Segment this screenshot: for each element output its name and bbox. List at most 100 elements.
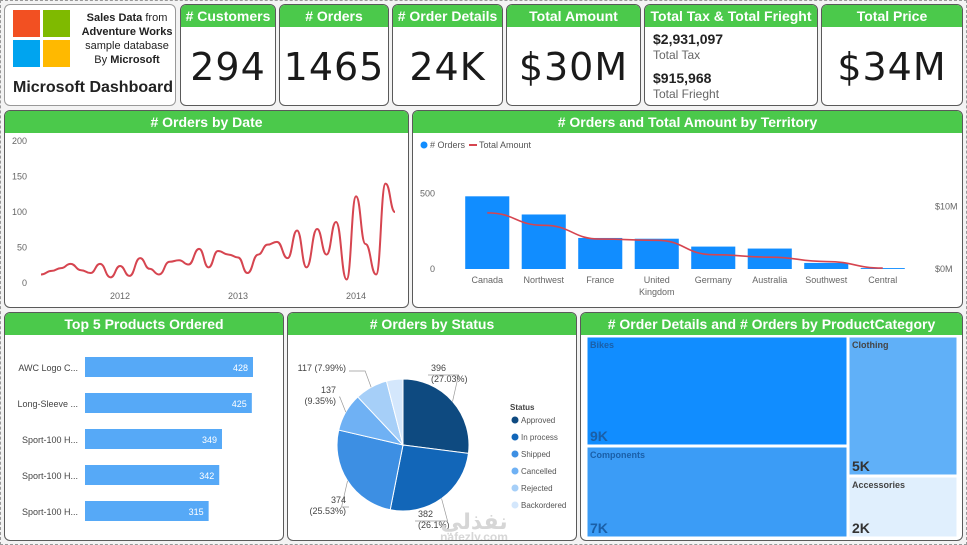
- orders-territory-card[interactable]: # Orders and Total Amount by Territory #…: [412, 110, 963, 308]
- line-point[interactable]: [99, 262, 102, 265]
- kpi-tax-freight-card[interactable]: Total Tax & Total Frieght $2,931,097 Tot…: [644, 4, 818, 106]
- line-point[interactable]: [364, 242, 367, 245]
- y-tick-label: 100: [12, 207, 27, 217]
- line-point[interactable]: [394, 211, 397, 214]
- total-amount-line[interactable]: [487, 212, 883, 269]
- total-freight-value: $915,968: [653, 70, 712, 86]
- category-treemap-chart[interactable]: Bikes 9K Components 7K Clothing 5K Accessories…: [581, 335, 962, 540]
- kpi-total-price-label: Total Price: [822, 5, 962, 27]
- status-legend-label[interactable]: Shipped: [521, 450, 550, 459]
- line-point[interactable]: [286, 257, 289, 260]
- territory-orders-bar[interactable]: [747, 248, 792, 269]
- status-legend-label[interactable]: Backordered: [521, 501, 566, 510]
- line-point[interactable]: [119, 264, 122, 267]
- category-treemap-title: # Order Details and # Orders by ProductC…: [581, 313, 962, 335]
- line-point[interactable]: [246, 272, 249, 275]
- product-bar[interactable]: [85, 357, 253, 377]
- status-legend-label[interactable]: Cancelled: [521, 467, 557, 476]
- treemap-value-label: 2K: [852, 520, 870, 536]
- territory-orders-bar[interactable]: [465, 196, 510, 269]
- product-bar[interactable]: [85, 501, 209, 521]
- line-point[interactable]: [207, 266, 210, 269]
- status-legend-label[interactable]: Approved: [521, 416, 555, 425]
- line-point[interactable]: [40, 273, 43, 276]
- orders-by-date-chart[interactable]: 0 50 100 150 200 2012 2013 2014: [5, 133, 408, 307]
- treemap-cell[interactable]: [848, 476, 958, 538]
- product-bar[interactable]: [85, 429, 222, 449]
- y-tick-label: 50: [17, 243, 27, 253]
- line-point[interactable]: [355, 195, 358, 198]
- status-pie-slice[interactable]: [336, 429, 404, 511]
- line-point[interactable]: [345, 278, 348, 281]
- kpi-order-details-card[interactable]: # Order Details 24K: [392, 4, 503, 106]
- line-point[interactable]: [148, 267, 151, 270]
- line-point[interactable]: [227, 253, 230, 256]
- orders-status-card[interactable]: # Orders by Status 396 (27.03%) 382 (26.1%)…: [287, 312, 577, 541]
- kpi-customers-label: # Customers: [181, 5, 275, 27]
- line-point[interactable]: [139, 257, 142, 260]
- treemap-cell[interactable]: [586, 446, 848, 538]
- line-point[interactable]: [335, 220, 338, 223]
- line-point[interactable]: [50, 269, 53, 272]
- line-point[interactable]: [187, 263, 190, 266]
- line-point[interactable]: [375, 273, 378, 276]
- status-pie-slice[interactable]: [389, 444, 470, 512]
- line-point[interactable]: [237, 256, 240, 259]
- territory-orders-bar[interactable]: [578, 237, 623, 269]
- territory-orders-bar[interactable]: [521, 214, 566, 269]
- line-point[interactable]: [178, 259, 181, 262]
- kpi-total-amount-card[interactable]: Total Amount $30M: [506, 4, 641, 106]
- line-point[interactable]: [198, 247, 201, 250]
- line-point[interactable]: [89, 272, 92, 275]
- line-point[interactable]: [276, 240, 279, 243]
- product-bar[interactable]: [85, 393, 252, 413]
- line-point[interactable]: [217, 250, 220, 253]
- product-bar[interactable]: [85, 465, 220, 485]
- territory-category-label: Kingdom: [639, 287, 675, 297]
- category-treemap-card[interactable]: # Order Details and # Orders by ProductC…: [580, 312, 963, 541]
- status-pie-slice[interactable]: [385, 378, 404, 446]
- status-pie-slice[interactable]: [402, 378, 470, 454]
- line-point[interactable]: [316, 228, 319, 231]
- line-point[interactable]: [60, 267, 63, 270]
- line-point[interactable]: [325, 253, 328, 256]
- kpi-tax-freight-label: Total Tax & Total Frieght: [645, 5, 817, 27]
- orders-territory-chart[interactable]: # Orders Total Amount 0 500 $0M $10M Canada Nor…: [413, 133, 962, 307]
- top5-products-chart[interactable]: AWC Logo C... 428 Long-Sleeve ... 425 Sport-…: [5, 335, 283, 540]
- treemap-cell[interactable]: [586, 336, 848, 446]
- kpi-orders-card[interactable]: # Orders 1465: [279, 4, 389, 106]
- territory-category-label: Germany: [695, 275, 733, 285]
- territory-orders-bar[interactable]: [804, 262, 849, 269]
- top5-products-card[interactable]: Top 5 Products Ordered AWC Logo C... 428 L…: [4, 312, 284, 541]
- territory-orders-bar[interactable]: [691, 246, 736, 269]
- orders-by-date-card[interactable]: # Orders by Date 0 50 100 150 200 2012 2013 201…: [4, 110, 409, 308]
- line-point[interactable]: [266, 243, 269, 246]
- total-freight-label: Total Frieght: [653, 87, 720, 101]
- pie-data-label: 374: [331, 495, 346, 505]
- line-point[interactable]: [296, 229, 299, 232]
- treemap-cell[interactable]: [848, 336, 958, 476]
- microsoft-logo-icon: [13, 10, 70, 67]
- line-point[interactable]: [69, 262, 72, 265]
- line-point[interactable]: [168, 260, 171, 263]
- status-legend-label[interactable]: Rejected: [521, 484, 553, 493]
- orders-status-chart[interactable]: 396(27.03%) 382(26.1%) 374(25.53%) 137(9.35…: [288, 335, 576, 540]
- line-point[interactable]: [109, 276, 112, 279]
- product-label: Sport-100 H...: [22, 471, 78, 481]
- watermark-arabic: نفذلي: [440, 509, 507, 535]
- line-point[interactable]: [257, 253, 260, 256]
- orders-line-series[interactable]: [40, 182, 396, 281]
- pie-leader-line: [339, 396, 347, 413]
- pie-leader-line: [349, 370, 372, 388]
- line-point[interactable]: [128, 274, 131, 277]
- territory-orders-bar[interactable]: [634, 238, 679, 269]
- status-legend-label[interactable]: In process: [521, 433, 558, 442]
- line-point[interactable]: [158, 273, 161, 276]
- line-point[interactable]: [305, 266, 308, 269]
- kpi-customers-card[interactable]: # Customers 294: [180, 4, 276, 106]
- pie-data-label: (9.35%): [304, 396, 336, 406]
- dashboard-title: Microsoft Dashboard: [13, 79, 174, 96]
- line-point[interactable]: [384, 182, 387, 185]
- line-point[interactable]: [80, 269, 83, 272]
- kpi-total-price-card[interactable]: Total Price $34M: [821, 4, 963, 106]
